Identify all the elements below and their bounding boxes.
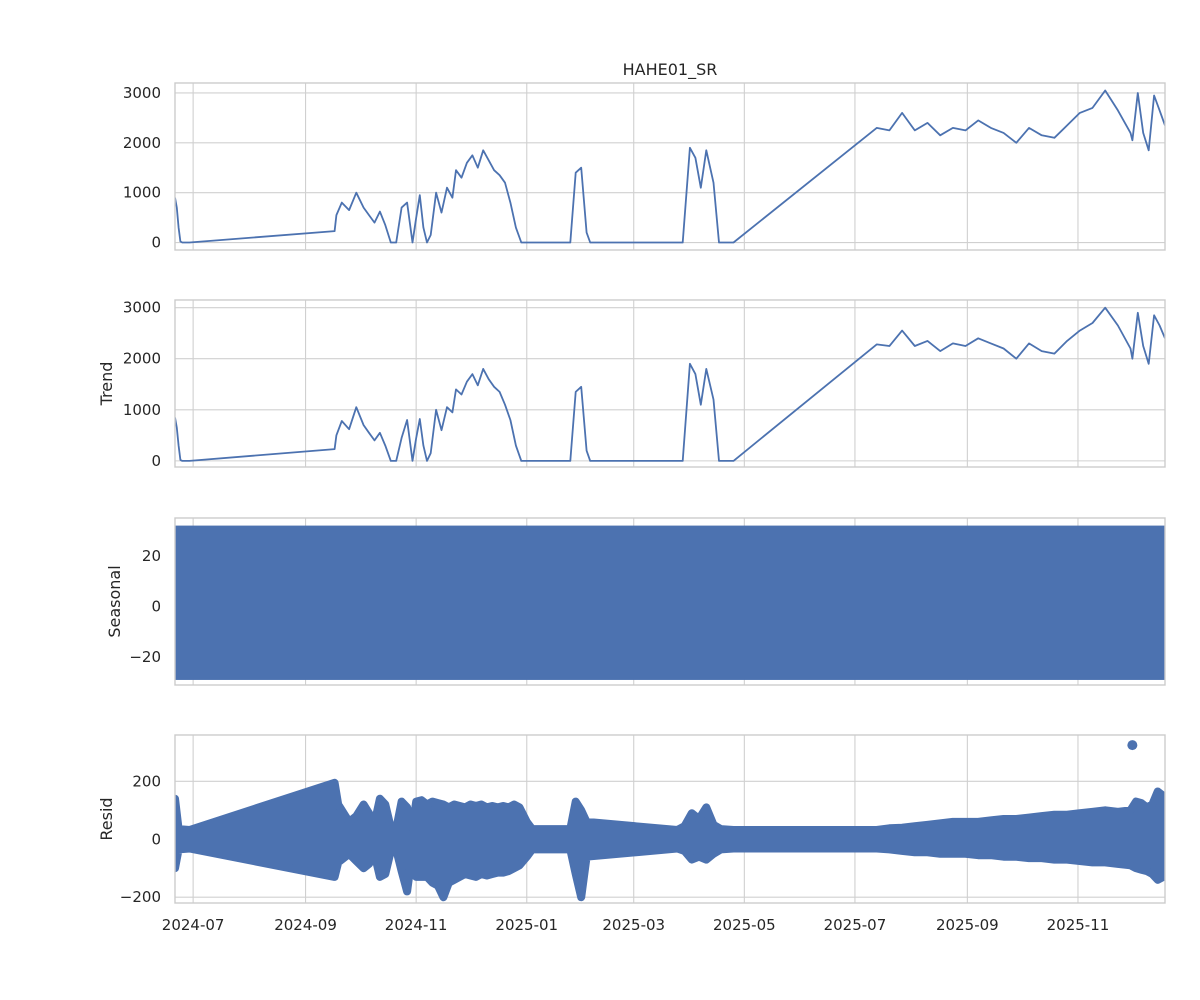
x-tick-label: 2024-09 <box>274 916 337 934</box>
axes-frame <box>174 517 1166 686</box>
axes-frame <box>174 82 1166 251</box>
x-tick-label: 2025-01 <box>495 916 558 934</box>
y-axis-label: Trend <box>97 362 116 407</box>
y-tick-label: 20 <box>142 547 161 565</box>
y-tick-label: 3000 <box>123 299 161 317</box>
y-tick-label: 3000 <box>123 84 161 102</box>
y-tick-label: 1000 <box>123 401 161 419</box>
series-line <box>175 306 1165 462</box>
panel-1: 0 1000 2000 3000 <box>123 82 1166 252</box>
panel-data <box>175 89 1165 244</box>
panel-data <box>175 740 1165 902</box>
panel-2: 0 1000 2000 3000 Trend <box>97 299 1166 470</box>
y-axis-label: Seasonal <box>105 565 124 637</box>
x-tick-label: 2024-07 <box>162 916 225 934</box>
seasonal-band <box>175 525 1165 680</box>
y-tick-label: 200 <box>132 772 161 790</box>
series-line <box>175 89 1165 244</box>
x-tick-label: 2025-05 <box>713 916 776 934</box>
y-tick-label: 2000 <box>123 350 161 368</box>
panel-data <box>175 306 1165 462</box>
y-tick-label: −20 <box>129 648 161 666</box>
residual-outlier-point <box>1127 740 1138 751</box>
x-tick-label: 2025-03 <box>602 916 665 934</box>
x-tick-label: 2025-11 <box>1047 916 1110 934</box>
y-tick-label: −200 <box>120 888 161 906</box>
panel-4: −200 0 200 Resid 2024-07 2024-09 2024-11 2025-0… <box>97 734 1166 934</box>
y-tick-label: 0 <box>151 234 161 252</box>
x-tick-label: 2025-07 <box>824 916 887 934</box>
residual-cloud <box>175 778 1165 902</box>
panels-group: 01000200030000100020003000Trend−20020Sea… <box>97 82 1166 934</box>
y-tick-label: 2000 <box>123 134 161 152</box>
y-tick-label: 0 <box>151 598 161 616</box>
y-tick-label: 0 <box>151 452 161 470</box>
x-tick-label: 2025-09 <box>936 916 999 934</box>
y-tick-label: 0 <box>151 830 161 848</box>
axes-frame <box>174 299 1166 468</box>
chart-title: HAHE01_SR <box>623 60 718 80</box>
axes-frame <box>174 734 1166 904</box>
panel-3: −20 0 20 Seasonal <box>105 517 1166 686</box>
x-tick-label: 2024-11 <box>385 916 448 934</box>
panel-data <box>175 525 1165 680</box>
y-tick-label: 1000 <box>123 184 161 202</box>
y-axis-label: Resid <box>97 797 116 840</box>
